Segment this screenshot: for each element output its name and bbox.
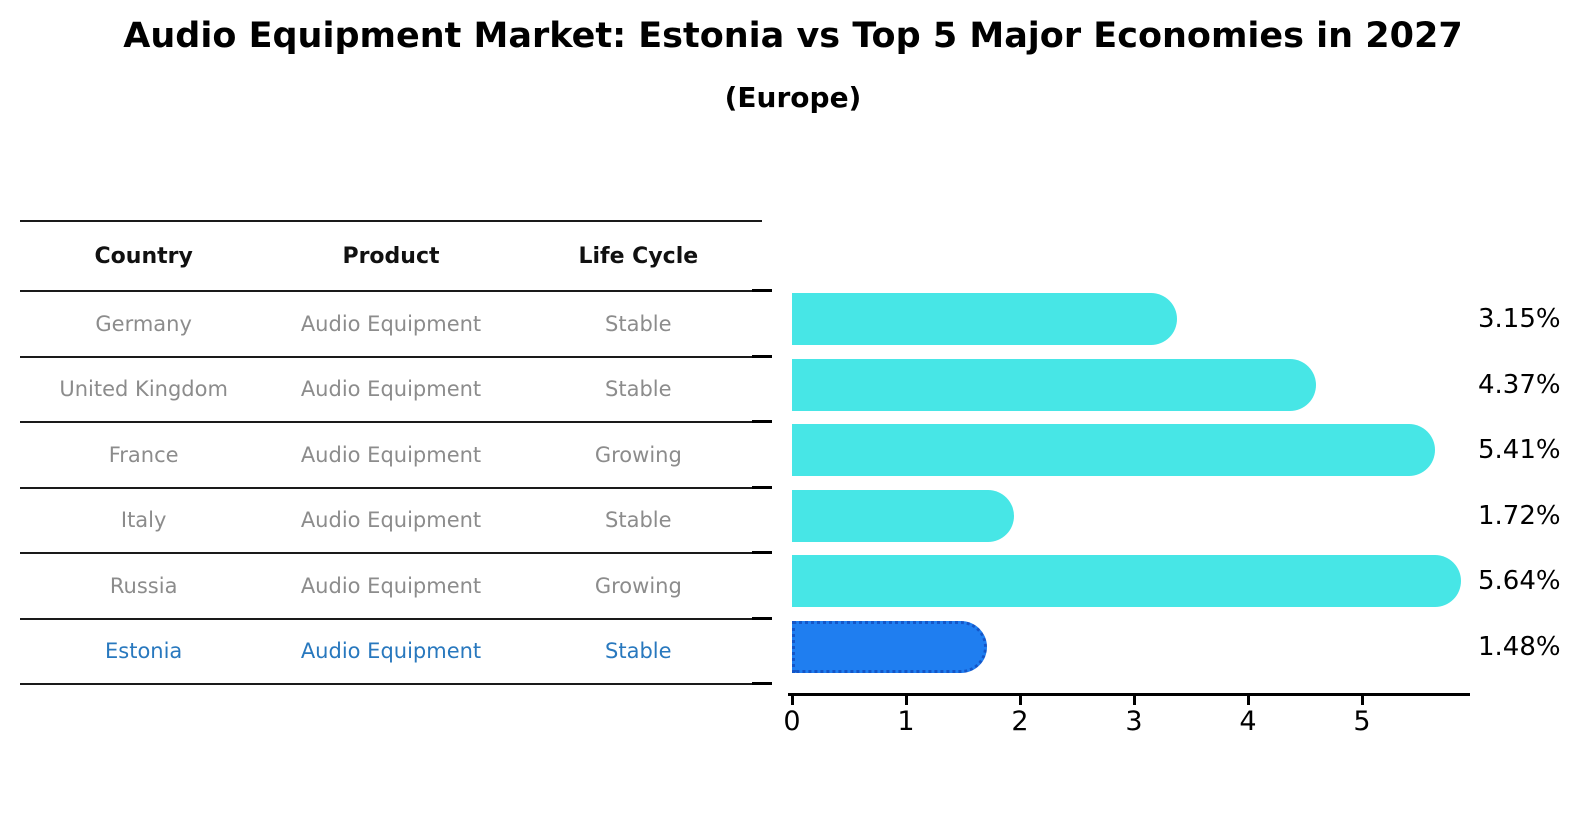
x-tick-1 (905, 696, 908, 705)
x-tick-4 (1247, 696, 1250, 705)
y-tick-1 (752, 354, 772, 358)
y-tick-6 (752, 682, 772, 685)
table-row-estonia: Estonia Audio Equipment Stable (20, 617, 762, 684)
country-cell: United Kingdom (59, 377, 228, 402)
table-row-united-kingdom: United Kingdom Audio Equipment Stable (20, 355, 762, 422)
lifecycle-cell: Growing (594, 573, 682, 598)
value-label-italy: 1.72% (1478, 500, 1561, 531)
y-tick-2 (752, 420, 772, 423)
table-header-row: Country Product Life Cycle (20, 220, 762, 290)
x-tick-5 (1361, 696, 1364, 705)
lifecycle-cell: Growing (594, 442, 682, 467)
country-cell: Germany (95, 311, 192, 336)
chart-title: Audio Equipment Market: Estonia vs Top 5… (123, 16, 1463, 56)
country-cell: Russia (109, 573, 178, 598)
product-cell: Audio Equipment (300, 573, 482, 598)
product-cell: Audio Equipment (300, 311, 482, 336)
bar-russia (792, 555, 1461, 607)
col-header-product: Product (342, 243, 440, 269)
product-cell: Audio Equipment (300, 442, 482, 467)
bar-germany (792, 293, 1178, 345)
x-tick-2 (1019, 696, 1022, 705)
table-row-italy: Italy Audio Equipment Stable (20, 486, 762, 553)
x-tick-label-0: 0 (783, 706, 801, 737)
y-tick-0 (752, 289, 772, 292)
x-tick-label-2: 2 (1011, 706, 1029, 737)
table-row-germany: Germany Audio Equipment Stable (20, 290, 762, 356)
value-label-germany: 3.15% (1478, 304, 1561, 334)
bar-estonia (792, 620, 987, 673)
chart-subtitle: (Europe) (724, 81, 862, 114)
product-cell: Audio Equipment (300, 377, 482, 402)
product-cell: Audio Equipment (300, 508, 482, 533)
country-cell: Estonia (105, 639, 183, 664)
x-tick-label-5: 5 (1353, 706, 1371, 737)
col-header-country: Country (94, 243, 193, 269)
product-cell: Audio Equipment (300, 639, 482, 664)
value-label-france: 5.41% (1478, 435, 1561, 465)
country-cell: Italy (120, 508, 167, 533)
bar-united-kingdom (792, 358, 1317, 411)
y-tick-4 (752, 551, 772, 554)
table-row-france: France Audio Equipment Growing (20, 421, 762, 487)
lifecycle-cell: Stable (605, 311, 672, 336)
x-axis-line (788, 693, 1470, 696)
bar-italy (792, 489, 1015, 542)
col-header-lifecycle: Life Cycle (578, 243, 699, 269)
country-cell: France (108, 442, 179, 467)
lifecycle-cell: Stable (605, 508, 672, 533)
x-tick-label-1: 1 (897, 706, 915, 737)
country-table: Country Product Life Cycle Germany Audio … (20, 220, 762, 685)
value-label-russia: 5.64% (1478, 566, 1561, 596)
y-tick-5 (752, 616, 772, 620)
table-row-russia: Russia Audio Equipment Growing (20, 552, 762, 618)
value-label-estonia: 1.48% (1478, 631, 1561, 662)
x-tick-3 (1133, 696, 1136, 705)
y-tick-3 (752, 485, 772, 489)
bar-france (792, 424, 1435, 476)
lifecycle-cell: Stable (605, 377, 672, 402)
x-tick-label-3: 3 (1125, 706, 1143, 737)
x-tick-0 (791, 696, 794, 705)
x-tick-label-4: 4 (1239, 706, 1257, 737)
value-label-united-kingdom: 4.37% (1478, 369, 1561, 400)
lifecycle-cell: Stable (605, 639, 672, 664)
